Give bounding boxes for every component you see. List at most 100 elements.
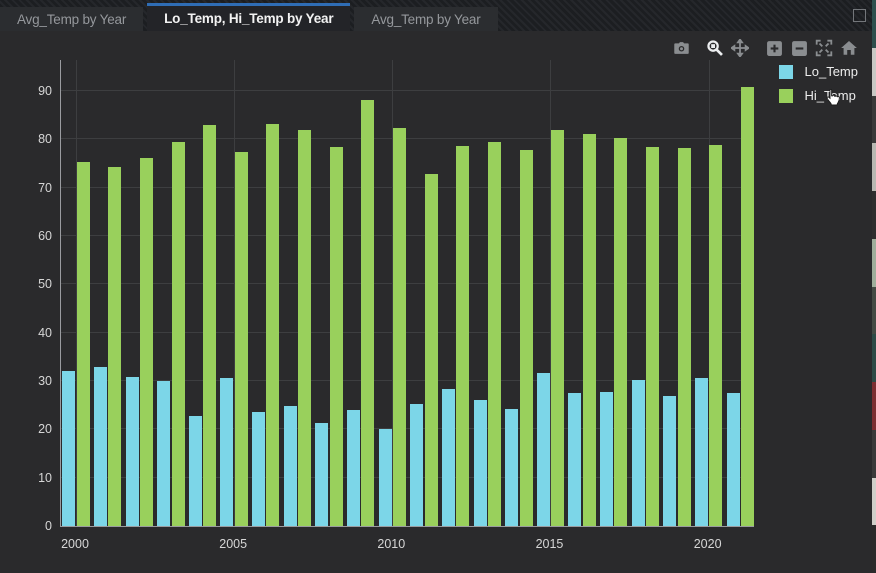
lo-temp-bar (726, 393, 740, 526)
hi-temp-bar (234, 152, 248, 526)
hi-temp-bar (203, 125, 217, 526)
gridline-y (61, 379, 754, 381)
gridline-x (392, 60, 394, 526)
x-tick-label: 2010 (377, 537, 406, 551)
reset-axes-home-icon[interactable] (840, 39, 858, 57)
lo-temp-bar (600, 391, 614, 526)
lo-temp-bar (663, 396, 677, 526)
lo-temp-bar (568, 392, 582, 526)
hi-temp-bar (393, 128, 407, 526)
hi-temp-bar (614, 138, 628, 526)
lo-temp-bar (125, 376, 139, 526)
y-tick-label: 30 (38, 373, 52, 388)
lo-temp-bar (441, 389, 455, 526)
y-tick-label: 60 (38, 228, 52, 243)
hi-temp-bar (677, 148, 691, 526)
x-tick-label: 2015 (535, 537, 564, 551)
zoom-in-icon[interactable] (765, 39, 783, 57)
lo-temp-bar (346, 409, 360, 526)
gridline-y (61, 186, 754, 188)
gridline-x (550, 60, 552, 526)
restore-window-icon[interactable] (853, 9, 866, 22)
hi-temp-bar (709, 145, 723, 526)
autoscale-icon[interactable] (815, 39, 833, 57)
lo-temp-bar (315, 422, 329, 526)
gridline-x (708, 60, 710, 526)
hi-temp-bar (108, 166, 122, 526)
gridline-y (61, 428, 754, 430)
hi-temp-bar (361, 99, 375, 526)
screen-edge-artifact (872, 0, 876, 573)
gridline-y (61, 138, 754, 140)
gridline-x (76, 60, 77, 526)
hi-temp-bar (582, 134, 596, 526)
lo-temp-bar (157, 380, 171, 526)
gridline-x (234, 60, 236, 526)
y-tick-label: 20 (38, 422, 52, 437)
y-tick-label: 40 (38, 325, 52, 340)
y-tick-label: 80 (38, 132, 52, 147)
pan-icon[interactable] (731, 39, 749, 57)
tab-lo-hi-temp[interactable]: Lo_Temp, Hi_Temp by Year (147, 3, 351, 31)
hi-temp-bar (76, 161, 90, 526)
hi-temp-bar (519, 149, 533, 526)
gridline-y (61, 234, 754, 236)
plot-area[interactable] (60, 60, 754, 527)
lo-temp-bar (473, 399, 487, 526)
lo-temp-bar (252, 412, 266, 526)
lo-temp-swatch (778, 64, 793, 79)
hi-temp-bar (456, 145, 470, 526)
lo-temp-bar (188, 415, 202, 526)
camera-icon[interactable] (672, 39, 690, 57)
tab-avg-temp-left[interactable]: Avg_Temp by Year (0, 7, 144, 31)
tab-bar: Avg_Temp by Year Lo_Temp, Hi_Temp by Yea… (0, 0, 872, 31)
chart-region: Lo_Temp Hi_Temp 0 10 20 30 40 50 60 70 80 90 2000… (0, 31, 872, 573)
gridline-y (61, 283, 754, 285)
lo-temp-bar (62, 370, 76, 526)
hi-temp-swatch (778, 88, 793, 103)
hi-temp-bar (298, 129, 312, 526)
gridline-y (61, 476, 754, 478)
gridline-y (61, 89, 754, 91)
tab-label: Avg_Temp by Year (17, 11, 127, 27)
gridline-y (61, 331, 754, 333)
hi-temp-bar (139, 157, 153, 526)
lo-temp-bar (410, 404, 424, 526)
tab-label: Lo_Temp, Hi_Temp by Year (164, 11, 334, 26)
lo-temp-bar (378, 429, 392, 526)
legend: Lo_Temp Hi_Temp (778, 64, 858, 112)
lo-temp-bar (283, 406, 297, 526)
y-tick-label: 0 (45, 519, 52, 533)
y-tick-label: 70 (38, 180, 52, 195)
lo-temp-bar (631, 380, 645, 526)
legend-item-lo-temp[interactable]: Lo_Temp (778, 64, 858, 79)
y-tick-label: 90 (38, 83, 52, 98)
zoom-icon[interactable] (706, 39, 724, 57)
tab-label: Avg_Temp by Year (371, 11, 481, 27)
legend-item-hi-temp[interactable]: Hi_Temp (778, 88, 858, 103)
hi-temp-bar (646, 146, 660, 526)
lo-temp-bar (694, 378, 708, 526)
lo-temp-bar (536, 372, 550, 526)
hi-temp-bar (487, 142, 501, 526)
mouse-cursor (826, 89, 840, 106)
legend-label-lo-temp: Lo_Temp (804, 64, 858, 79)
lo-temp-bar (93, 367, 107, 526)
plotly-modebar (665, 39, 858, 57)
hi-temp-bar (551, 130, 565, 526)
x-tick-label: 2000 (61, 537, 89, 551)
hi-temp-bar (266, 123, 280, 526)
zoom-out-icon[interactable] (790, 39, 808, 57)
y-tick-label: 50 (38, 277, 52, 292)
hi-temp-bar (171, 142, 185, 526)
tab-avg-temp-right[interactable]: Avg_Temp by Year (354, 7, 498, 31)
hi-temp-bar (740, 86, 754, 526)
hi-temp-bar (329, 147, 343, 526)
hi-temp-bar (424, 173, 438, 526)
x-tick-label: 2020 (693, 537, 722, 551)
x-tick-label: 2005 (219, 537, 248, 551)
lo-temp-bar (505, 409, 519, 526)
lo-temp-bar (220, 377, 234, 526)
y-tick-label: 10 (38, 470, 52, 485)
